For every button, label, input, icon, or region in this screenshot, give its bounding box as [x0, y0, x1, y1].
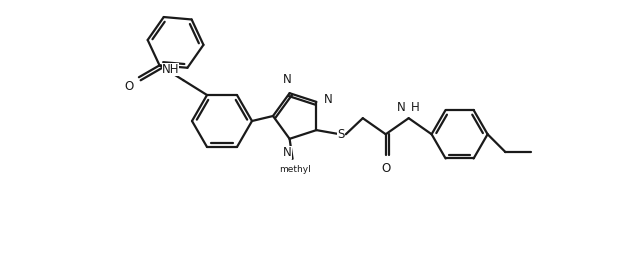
Text: N: N	[283, 146, 292, 159]
Text: N: N	[283, 73, 292, 86]
Text: methyl: methyl	[279, 165, 310, 174]
Text: NH: NH	[162, 63, 179, 76]
Text: S: S	[337, 128, 345, 141]
Text: O: O	[125, 80, 134, 93]
Text: O: O	[381, 162, 391, 175]
Text: N: N	[397, 101, 406, 114]
Text: H: H	[411, 101, 419, 114]
Text: N: N	[324, 93, 332, 106]
